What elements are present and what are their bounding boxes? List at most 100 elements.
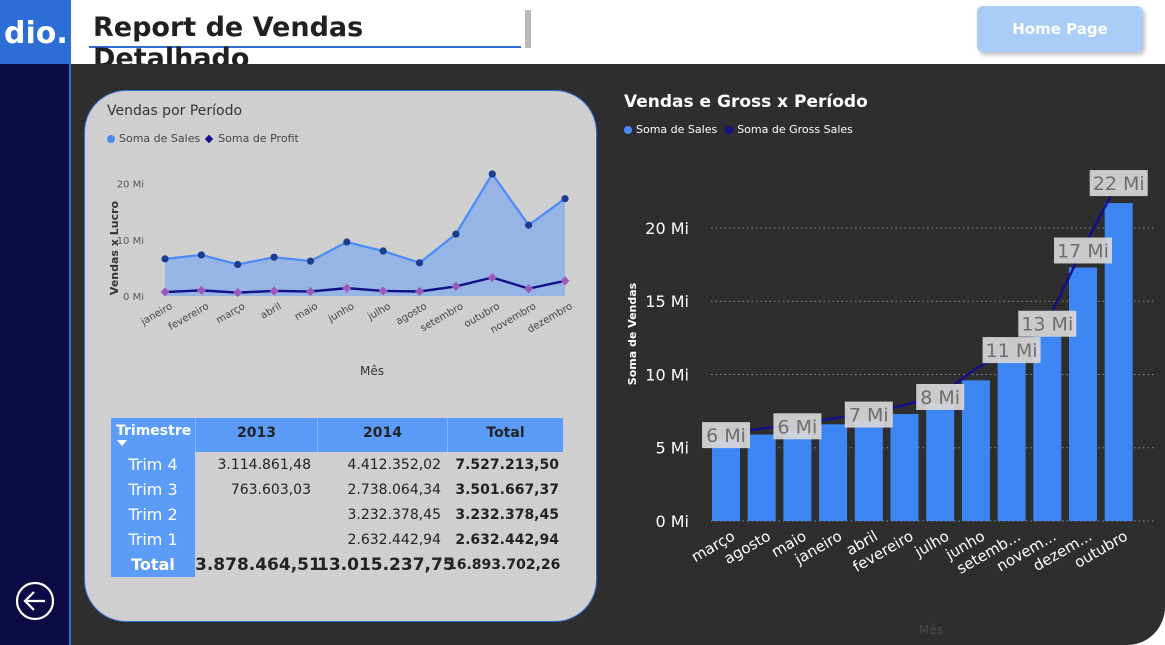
table-row: Trim 1 2.632.442,94 2.632.442,94 [111,527,563,552]
data-label: 6 Mi [706,425,746,447]
header-trimestre[interactable]: Trimestre [111,418,195,452]
data-label-box [1054,237,1112,264]
right-chart-legend: Soma de Sales Soma de Gross Sales [624,123,853,136]
sort-arrow-icon[interactable] [117,440,127,446]
cell-2014: 2.632.442,94 [347,531,441,548]
right-chart-title: Vendas e Gross x Período [624,92,868,112]
profit-point [487,272,497,282]
cell-2014: 4.412.352,02 [347,456,441,473]
header-2014[interactable]: 2014 [317,418,447,452]
header: Report de Vendas Detalhado Home Page [71,0,1165,74]
x-tick-label: julho [365,301,392,323]
row-label: Trim 2 [111,502,195,527]
y-axis-title: Vendas x Lucro [108,200,121,295]
header-2013[interactable]: 2013 [195,418,317,452]
home-page-button[interactable]: Home Page [977,6,1143,52]
x-axis-title: Mês [360,364,384,378]
sales-point [452,230,460,238]
sales-point [415,259,424,267]
y-tick-label: 20 Mi [117,180,144,191]
back-arrow-icon[interactable] [15,581,55,621]
sales-point [488,170,496,178]
sales-point [161,255,169,263]
data-label-box [1018,310,1077,337]
data-label-box [916,383,965,410]
table-header-row: Trimestre 2013 2014 Total [111,418,563,452]
cell-2014: 3.232.378,45 [347,506,441,523]
total-2014: 13.015.237,75 [317,554,455,575]
y-tick-label: 15 Mi [645,292,689,311]
sales-bar [747,434,776,521]
left-panel-card: Vendas por Período Soma de Sales Soma de… [84,90,597,622]
legend-gross-label: Soma de Gross Sales [737,123,853,136]
profit-line [164,276,566,294]
x-tick-label: abril [259,301,284,322]
left-chart-title: Vendas por Período [107,103,243,119]
sales-point [561,195,569,203]
y-tick-label: 10 Mi [117,236,144,247]
y-tick-label: 0 Mi [123,292,144,303]
sales-bar [854,419,883,521]
sales-gross-bar-chart: 0 Mi 5 Mi 10 Mi 15 Mi 20 Mi Soma de Vendas 6 M… [626,170,1156,637]
profit-point [415,286,425,297]
profit-point [451,281,461,291]
row-label: Trim 4 [111,452,195,477]
cell-total: 7.527.213,50 [455,456,559,473]
data-label-box [702,422,750,449]
sales-bar [1069,267,1097,521]
data-label: 7 Mi [849,405,889,427]
sales-area [165,173,565,296]
sales-legend-marker [107,134,115,143]
data-label: 6 Mi [777,416,817,438]
table-row: Trim 4 3.114.861,48 4.412.352,02 7.527.2… [111,452,563,477]
dashboard-canvas: Vendas por Período Soma de Sales Soma de… [71,64,1165,645]
row-label: Trim 1 [111,527,195,552]
data-label: 8 Mi [920,387,960,409]
y-axis-title: Soma de Vendas [626,282,639,385]
x-tick-label: julho [911,527,953,561]
sales-point [343,238,351,246]
cell-2013: 3.114.861,48 [217,456,311,473]
header-total[interactable]: Total [447,418,563,452]
sales-bar [819,424,848,521]
y-tick-label: 10 Mi [645,365,689,384]
legend-sales-label: Soma de Sales [636,123,718,136]
total-label: Total [111,552,195,577]
data-label: 17 Mi [1057,240,1109,262]
data-label-box [773,413,822,440]
table-row: Trim 3 763.603,03 2.738.064,34 3.501.667… [111,477,563,502]
sales-point [270,253,278,261]
title-accent-bar [525,10,531,48]
sales-legend-marker [624,125,632,134]
sales-point [306,257,315,265]
quarter-matrix-table: Trimestre 2013 2014 Total Trim 4 3.114.8… [111,418,563,577]
profit-point [378,286,388,296]
svg-text:dio.: dio. [4,16,68,51]
page-title: Report de Vendas Detalhado [93,12,364,74]
cell-2014: 2.738.064,34 [347,481,441,498]
data-label-box [1089,170,1148,197]
sales-bar [961,380,990,521]
total-grand: 16.893.702,26 [447,556,561,573]
logo: dio. [0,0,71,64]
sidebar [0,64,71,645]
sales-point [379,247,387,255]
title-underline: Report de Vendas Detalhado [89,6,531,74]
data-label: 22 Mi [1093,173,1145,195]
table-row: Trim 2 3.232.378,45 3.232.378,45 [111,502,563,527]
sales-bar [997,359,1026,521]
sales-bar [783,430,812,521]
sales-point [525,221,533,229]
cell-total: 3.232.378,45 [455,506,559,523]
data-label: 11 Mi [986,340,1038,362]
table-total-row: Total 3.878.464,51 13.015.237,75 16.893.… [111,552,563,577]
sales-bar [712,438,740,521]
y-tick-label: 0 Mi [655,512,689,531]
sales-point [234,260,242,269]
y-tick-label: 20 Mi [645,219,689,238]
sales-point [197,251,205,259]
cell-total: 3.501.667,37 [455,481,559,498]
cell-total: 2.632.442,94 [455,531,559,548]
legend-sales-label: Soma de Sales [119,132,201,145]
